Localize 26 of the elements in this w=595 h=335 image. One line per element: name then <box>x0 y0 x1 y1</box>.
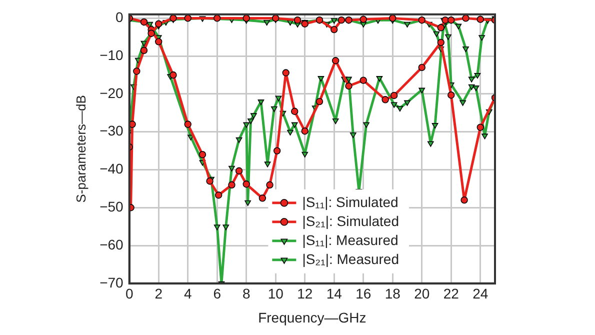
x-tick-label: 10 <box>268 286 284 302</box>
x-tick-label: 22 <box>443 286 460 302</box>
x-tick-label: 2 <box>154 286 163 302</box>
x-tick-label: 4 <box>184 286 192 302</box>
y-tick-label: 0 <box>116 9 124 26</box>
legend-label: |S₂₁|: Simulated <box>302 212 400 229</box>
legend-label: |S₁₁|: Simulated <box>302 194 398 210</box>
y-tick-label: −60 <box>100 236 124 252</box>
x-tick-label: 20 <box>414 286 430 302</box>
y-tick-label: −50 <box>100 198 124 214</box>
y-tick-label: −70 <box>100 274 124 290</box>
x-tick-label: 18 <box>384 286 401 302</box>
x-tick-label: 16 <box>356 286 372 302</box>
y-tick-label: −10 <box>100 46 124 63</box>
y-tick-label: −20 <box>100 84 124 101</box>
y-axis-title: S-parameters—dB <box>73 95 88 203</box>
legend-label: |S₁₁|: Measured <box>302 232 398 248</box>
x-tick-label: 12 <box>297 286 313 302</box>
y-tick-label: −30 <box>100 122 124 139</box>
y-tick-label: −40 <box>100 160 124 177</box>
x-axis-title: Frequency—GHz <box>258 309 366 326</box>
x-tick-label: 8 <box>242 286 250 302</box>
x-tick-label: 24 <box>472 286 488 302</box>
legend-label: |S₂₁|: Measured <box>302 250 400 267</box>
x-tick-label: 14 <box>326 286 342 302</box>
x-tick-label: 6 <box>213 286 222 302</box>
